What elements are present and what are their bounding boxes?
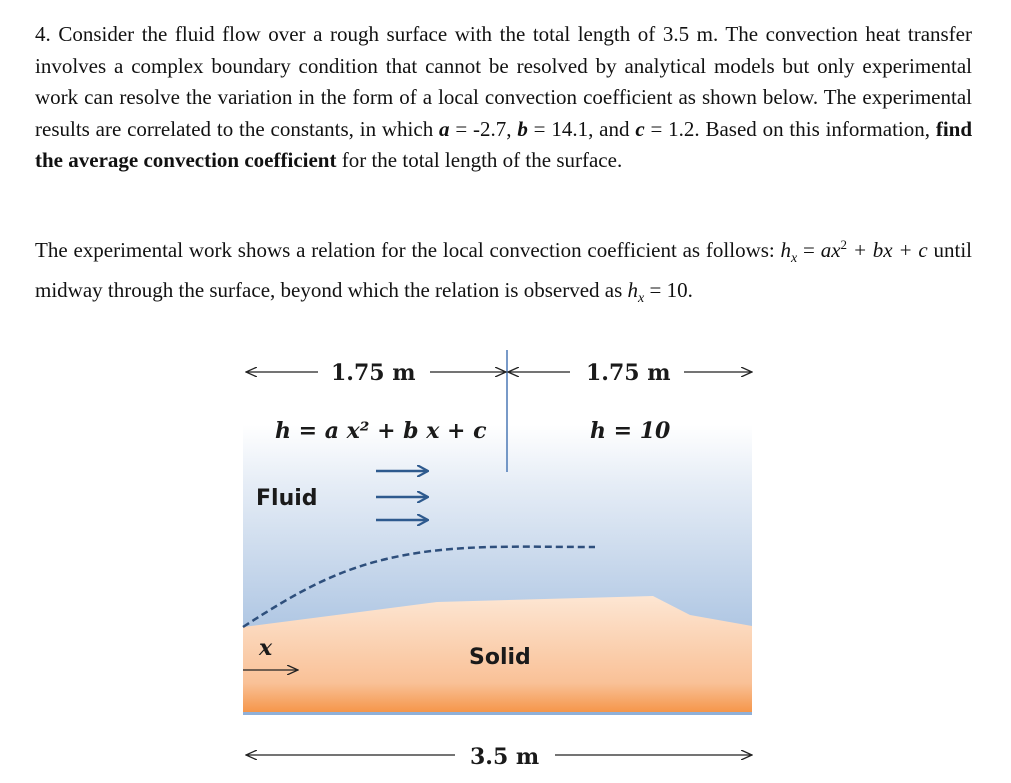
math-expr: ax [820,238,841,262]
text: The experimental work shows a relation f… [35,238,781,262]
solid-label: Solid [469,645,531,670]
var-b: b [517,116,528,141]
left-relation-label: h = a x² + b x + c [275,418,487,444]
text: = -2.7, [449,116,518,141]
x-axis-label: x [258,635,273,661]
text: = [797,238,821,262]
right-relation-label: h = 10 [590,418,671,444]
text: for the total length of the surface. [336,148,623,173]
math-h: h [627,277,639,302]
text: = 10. [644,277,693,302]
text: = 14.1, and [527,116,636,141]
total-length-label: 3.5 m [470,744,539,770]
text: = 1.2. Based on this information, [644,116,936,141]
math-h: h [780,238,792,262]
boundary-layer-line [242,545,596,629]
problem-paragraph-1: 4. Consider the fluid flow over a rough … [35,19,972,177]
math-sup: 2 [840,237,848,252]
solid-region [243,596,752,712]
left-length-label: 1.75 m [331,360,416,386]
math-sub: x [791,251,798,267]
var-c: c [635,116,645,141]
task-emphasis: find the average convection coefficient [35,116,973,173]
math-sub: x [638,290,645,306]
right-length-label: 1.75 m [586,360,671,386]
problem-paragraph-2: The experimental work shows a relation f… [35,229,972,315]
math-expr: + bx + c [847,238,928,262]
fluid-label: Fluid [256,486,318,511]
text: until midway through the surface, beyond… [35,238,973,302]
var-a: a [439,116,450,141]
text: 4. Consider the fluid flow over a rough … [35,22,972,141]
